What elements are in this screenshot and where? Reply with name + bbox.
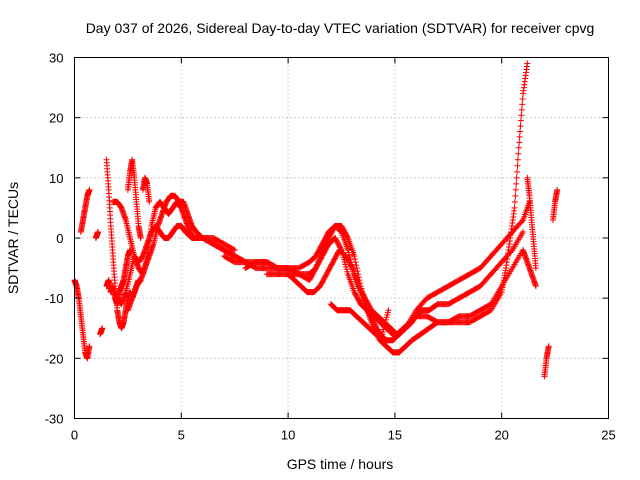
data-point [518, 218, 525, 225]
data-point [515, 150, 522, 157]
data-point [146, 198, 153, 205]
series-track-15 [285, 60, 531, 338]
x-tick-label: 25 [601, 428, 615, 443]
data-point [514, 162, 521, 169]
data-point [351, 256, 358, 263]
x-tick-label: 10 [281, 428, 295, 443]
data-point [514, 168, 521, 175]
x-tick-label: 20 [494, 428, 508, 443]
data-point [512, 192, 519, 199]
series-track-19 [549, 186, 561, 223]
x-tick-label: 0 [71, 428, 78, 443]
x-tick-label: 5 [178, 428, 185, 443]
series-track-16 [327, 301, 392, 338]
data-point [508, 248, 515, 255]
data-point [231, 247, 238, 254]
data-point [516, 133, 523, 140]
data-point [137, 235, 144, 241]
data-points [71, 60, 561, 380]
data-point [86, 186, 93, 193]
data-point [519, 96, 526, 103]
series-track-4 [97, 325, 106, 338]
data-point [86, 343, 93, 350]
data-point [312, 266, 319, 273]
chart-title: Day 037 of 2026, Sidereal Day-to-day VTE… [86, 20, 595, 36]
data-point [545, 343, 552, 350]
series-track-3 [92, 228, 101, 241]
series-track-17 [524, 174, 539, 272]
y-tick-label: 30 [49, 51, 63, 66]
data-point [351, 253, 358, 260]
data-point [230, 246, 237, 253]
data-point [348, 263, 355, 270]
data-point [355, 271, 362, 278]
y-tick-label: 0 [56, 231, 63, 246]
data-point [512, 186, 519, 193]
y-tick-label: -20 [45, 351, 64, 366]
data-point [127, 247, 134, 254]
data-point [518, 112, 525, 119]
data-point [554, 186, 561, 193]
x-axis-label: GPS time / hours [287, 456, 394, 472]
data-point [516, 139, 523, 146]
data-point [352, 259, 359, 266]
data-point [511, 204, 518, 211]
data-point [519, 101, 526, 108]
x-tick-label: 15 [388, 428, 402, 443]
data-point [344, 233, 351, 240]
series-track-11 [139, 174, 153, 205]
data-point [532, 283, 539, 290]
data-point [511, 198, 518, 205]
data-point [520, 228, 527, 235]
data-point [513, 180, 520, 187]
data-point [532, 265, 539, 272]
data-point [513, 174, 520, 181]
data-point [99, 325, 106, 332]
y-axis-label: SDTVAR / TECUs [5, 182, 21, 294]
data-point [515, 144, 522, 151]
data-point [385, 307, 392, 314]
series-track-18 [541, 343, 552, 380]
data-point [514, 156, 521, 163]
y-tick-label: -30 [45, 412, 64, 427]
series-track-10 [124, 156, 144, 241]
y-tick-label: 10 [49, 171, 63, 186]
data-point [517, 123, 524, 130]
y-tick-label: 20 [49, 111, 63, 126]
data-point [518, 106, 525, 113]
data-point [517, 128, 524, 135]
data-point [94, 228, 101, 235]
axis-ticks: 0 5 10 15 20 25 -30 -20 -10 0 10 20 30 [45, 51, 616, 443]
series-track-2 [77, 186, 93, 235]
series-track-9 [124, 192, 292, 314]
y-tick-label: -10 [45, 291, 64, 306]
data-point [354, 268, 361, 275]
data-point [353, 262, 360, 269]
data-point [517, 117, 524, 124]
data-point [524, 60, 531, 67]
